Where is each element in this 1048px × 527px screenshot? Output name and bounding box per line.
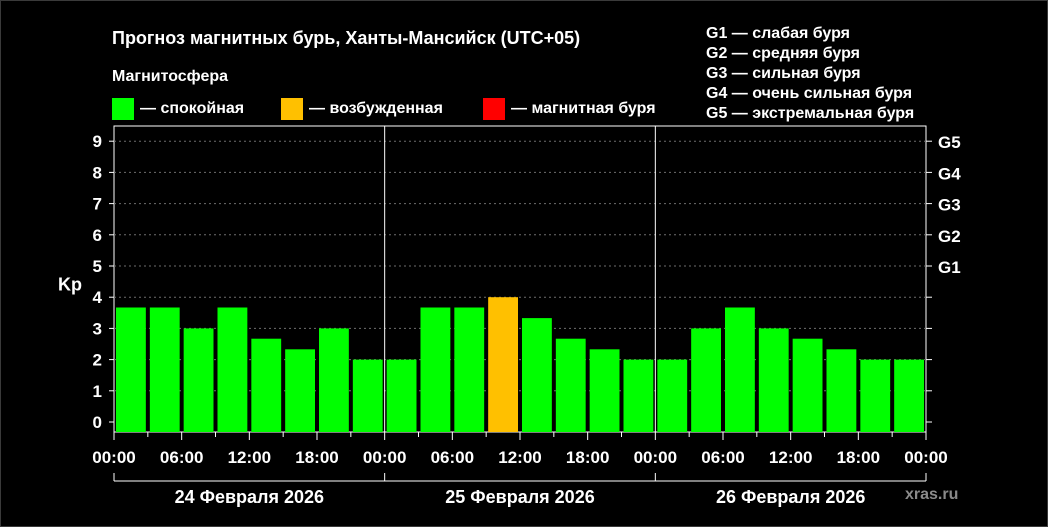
x-tick-label: 18:00 <box>295 448 338 467</box>
g-scale-label: G1 <box>938 258 961 277</box>
legend-active: — возбужденная <box>281 98 443 120</box>
kp-bar <box>116 307 146 432</box>
g-scale-label: G2 <box>938 227 961 246</box>
y-axis-label: Kp <box>58 275 82 295</box>
kp-bar <box>352 359 383 432</box>
kp-bar <box>522 318 552 432</box>
y-tick-label: 8 <box>93 163 102 182</box>
y-tick-label: 1 <box>93 382 102 401</box>
x-tick-label: 06:00 <box>160 448 203 467</box>
kp-bar <box>217 307 248 432</box>
x-tick-label: 00:00 <box>634 448 677 467</box>
x-tick-label: 12:00 <box>228 448 271 467</box>
y-tick-label: 2 <box>93 351 102 370</box>
g-legend-g4: G4 — очень сильная буря <box>706 85 913 102</box>
day-label: 24 Февраля 2026 <box>175 487 324 507</box>
watermark: xras.ru <box>905 486 959 503</box>
x-tick-label: 00:00 <box>904 448 947 467</box>
kp-bar <box>792 338 823 432</box>
kp-bar <box>826 349 857 432</box>
x-tick-label: 18:00 <box>837 448 880 467</box>
kp-bar <box>758 328 789 432</box>
kp-bar <box>251 338 282 432</box>
kp-bar <box>657 359 688 432</box>
kp-bar <box>488 297 518 432</box>
g-scale-label: G3 <box>938 196 961 215</box>
y-tick-label: 7 <box>93 195 102 214</box>
g-legend-g1: G1 — слабая буря <box>706 25 851 42</box>
legend-label-storm: — магнитная буря <box>511 100 656 117</box>
day-label: 25 Февраля 2026 <box>445 487 594 507</box>
y-tick-label: 3 <box>93 319 102 338</box>
g-scale-label: G5 <box>938 133 961 152</box>
kp-bar <box>725 307 755 432</box>
kp-bar <box>454 307 485 432</box>
g-legend-g3: G3 — сильная буря <box>706 65 861 82</box>
chart-title: Прогноз магнитных бурь, Ханты-Мансийск (… <box>112 28 581 48</box>
kp-bar <box>285 349 315 432</box>
kp-bar <box>894 359 924 432</box>
g-legend-g2: G2 — средняя буря <box>706 45 860 62</box>
legend-label-active: — возбужденная <box>309 100 443 117</box>
kp-bar <box>589 349 620 432</box>
legend-swatch-storm <box>483 98 505 120</box>
kp-bar <box>623 359 654 432</box>
kp-bar <box>691 328 721 432</box>
kp-bar <box>555 338 586 432</box>
y-tick-label: 5 <box>93 257 102 276</box>
x-tick-label: 06:00 <box>701 448 744 467</box>
legend-swatch-active <box>281 98 303 120</box>
legend-quiet: — спокойная <box>112 98 244 120</box>
kp-bar <box>149 307 180 432</box>
x-tick-label: 06:00 <box>431 448 474 467</box>
legend-label-quiet: — спокойная <box>140 100 245 117</box>
x-tick-label: 18:00 <box>566 448 609 467</box>
kp-bar <box>319 328 349 432</box>
kp-bar <box>420 307 451 432</box>
legend-storm: — магнитная буря <box>483 98 656 120</box>
legend-swatch-quiet <box>112 98 134 120</box>
kp-bar <box>860 359 891 432</box>
x-tick-label: 12:00 <box>769 448 812 467</box>
g-scale-label: G4 <box>938 164 961 183</box>
magnetosphere-title: Магнитосфера <box>112 68 229 85</box>
g-legend-g5: G5 — экстремальная буря <box>706 105 915 122</box>
kp-bar <box>183 328 214 432</box>
x-tick-label: 00:00 <box>363 448 406 467</box>
x-tick-label: 12:00 <box>498 448 541 467</box>
y-tick-label: 0 <box>93 413 102 432</box>
y-tick-label: 4 <box>93 288 103 307</box>
g-scale-legend: G1 — слабая буря G2 — средняя буря G3 — … <box>706 24 914 124</box>
y-tick-label: 6 <box>93 226 102 245</box>
x-tick-label: 00:00 <box>92 448 135 467</box>
y-tick-label: 9 <box>93 132 102 151</box>
kp-bar <box>386 359 417 432</box>
day-label: 26 Февраля 2026 <box>716 487 865 507</box>
